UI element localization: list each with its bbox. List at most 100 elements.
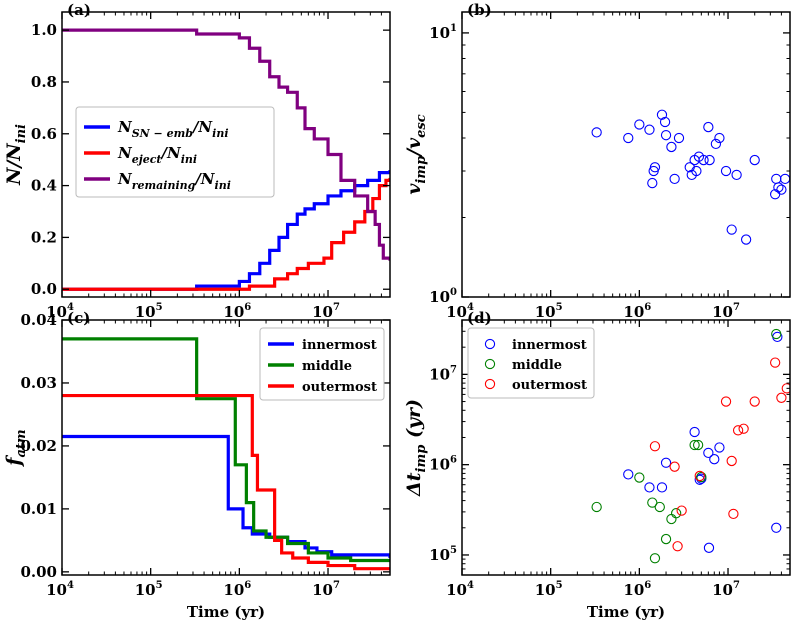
- x-tick-label: 106: [623, 302, 651, 321]
- point-v_imp/v_esc-16: [691, 165, 702, 177]
- point-middle-8: [689, 439, 700, 451]
- x-tick-label: 105: [135, 580, 163, 599]
- y-tick-label: 0.0: [31, 280, 57, 298]
- point-v_imp/v_esc-30: [773, 182, 784, 193]
- panel-b: 104 105 106 107 100 101 (b) vimp/vesc: [403, 1, 791, 321]
- y-tick-label: 0.01: [20, 500, 57, 518]
- point-v_imp/v_esc-1: [623, 132, 634, 144]
- point-outermost-12: [776, 392, 787, 403]
- y-tick-label: 0.03: [20, 374, 57, 392]
- x-tick-label: 105: [535, 580, 563, 599]
- panel-c: 104 105 106 107 0.00 0.01 0.02 0.03 0.04 (c) fatm T…: [3, 309, 391, 621]
- point-middle-3: [649, 553, 661, 564]
- point-innermost-5: [694, 474, 705, 485]
- point-v_imp/v_esc-3: [644, 124, 655, 135]
- legend-label-N_SN-emb/N_ini: NSN − emb/Nini: [117, 118, 229, 140]
- point-middle-9: [692, 439, 704, 451]
- series-line-N_SN-emb/N_ini: [62, 170, 390, 291]
- legend-label-middle: middle: [512, 358, 562, 373]
- panel-label-b: (b): [467, 1, 492, 19]
- y-tick-label: 101: [429, 23, 457, 42]
- legend-label-N_eject/N_ini: Neject/Nini: [117, 144, 197, 166]
- point-v_imp/v_esc-10: [666, 141, 677, 153]
- y-tick-label: 106: [429, 455, 457, 474]
- point-outermost-11: [770, 357, 781, 368]
- legend-c: innermost middle outermost: [259, 327, 385, 401]
- point-middle-5: [660, 533, 672, 545]
- series-line-innermost: [62, 434, 390, 558]
- y-tick-label: 1.0: [31, 21, 57, 39]
- point-outermost-3: [676, 505, 687, 516]
- point-innermost-8: [709, 454, 720, 465]
- point-middle-0: [591, 501, 602, 513]
- panel-a: 104 105 106 107 0.0 0.2 0.4 0.6 0.8 1.0 (a) N/Nini N…: [3, 1, 391, 321]
- point-v_imp/v_esc-23: [720, 165, 732, 177]
- point-v_imp/v_esc-31: [776, 184, 787, 195]
- x-tick-label: 107: [712, 302, 740, 321]
- x-tick-label: 104: [46, 302, 74, 321]
- point-middle-4: [654, 501, 665, 513]
- legend-box: [259, 327, 385, 401]
- point-innermost-1: [644, 482, 655, 493]
- y-axis-label-a: N/Nini: [3, 124, 29, 186]
- x-tick-label: 107: [312, 302, 340, 321]
- x-tick-label: 106: [223, 302, 251, 321]
- point-innermost-11: [771, 522, 782, 533]
- plot-area-a: [62, 28, 390, 291]
- y-tick-label: 100: [429, 287, 457, 306]
- plot-area-d: [591, 328, 790, 564]
- y-tick-label: 0.02: [20, 437, 57, 455]
- legend-marker-middle: [484, 358, 496, 370]
- y-tick-label: 0.04: [20, 311, 57, 329]
- point-v_imp/v_esc-18: [698, 154, 709, 166]
- point-v_imp/v_esc-29: [771, 173, 782, 185]
- y-tick-label: 0.2: [31, 228, 57, 246]
- series-line-N_eject/N_ini: [62, 177, 390, 291]
- y-tick-label: 107: [429, 364, 457, 383]
- x-tick-label: 105: [535, 302, 563, 321]
- point-innermost-9: [714, 442, 725, 453]
- point-outermost-6: [726, 455, 737, 467]
- panel-d: 104 105 106 107 105 106 107 (d) Δtimp (yr) Time (…: [403, 309, 791, 621]
- point-outermost-7: [728, 508, 739, 520]
- point-outermost-13: [781, 383, 790, 394]
- y-tick-label: 0.00: [20, 563, 57, 581]
- point-v_imp/v_esc-22: [714, 132, 725, 144]
- point-v_imp/v_esc-2: [634, 119, 645, 130]
- legend-label-innermost: innermost: [302, 338, 377, 353]
- point-outermost-5: [720, 396, 732, 407]
- legend-label-outermost: outermost: [302, 380, 377, 395]
- point-outermost-2: [672, 541, 683, 552]
- y-tick-label: 0.8: [31, 73, 57, 91]
- point-v_imp/v_esc-11: [669, 173, 680, 185]
- point-v_imp/v_esc-20: [704, 154, 715, 166]
- axes-frame-b: [461, 11, 791, 298]
- x-axis-label-c: Time (yr): [187, 603, 265, 621]
- point-innermost-3: [660, 457, 672, 468]
- y-axis-label-c: fatm: [3, 429, 29, 467]
- point-outermost-0: [649, 441, 661, 452]
- point-v_imp/v_esc-12: [673, 132, 685, 144]
- x-axis-label-d: Time (yr): [587, 603, 665, 621]
- panel-label-a: (a): [67, 1, 91, 19]
- point-v_imp/v_esc-32: [779, 173, 790, 185]
- point-outermost-4: [694, 470, 705, 482]
- plot-area-b: [591, 109, 790, 245]
- point-v_imp/v_esc-8: [659, 116, 671, 128]
- point-outermost-9: [738, 423, 749, 434]
- x-tick-label: 107: [712, 580, 740, 599]
- x-tick-label: 105: [135, 302, 163, 321]
- series-line-N_remaining/N_ini: [62, 28, 390, 261]
- point-innermost-7: [703, 447, 714, 459]
- x-tick-label: 104: [446, 302, 474, 321]
- legend-a: NSN − emb/Nini Neject/Nini Nremaining/Nini: [75, 106, 275, 198]
- x-tick-label: 107: [312, 580, 340, 599]
- y-tick-label: 0.6: [31, 125, 57, 143]
- y-axis-label-d: Δtimp (yr): [403, 399, 429, 497]
- legend-label-N_remaining/N_ini: Nremaining/Nini: [117, 170, 231, 192]
- point-middle-6: [666, 513, 677, 525]
- point-v_imp/v_esc-6: [649, 162, 661, 173]
- legend-label-middle: middle: [302, 359, 352, 374]
- point-v_imp/v_esc-25: [731, 169, 742, 181]
